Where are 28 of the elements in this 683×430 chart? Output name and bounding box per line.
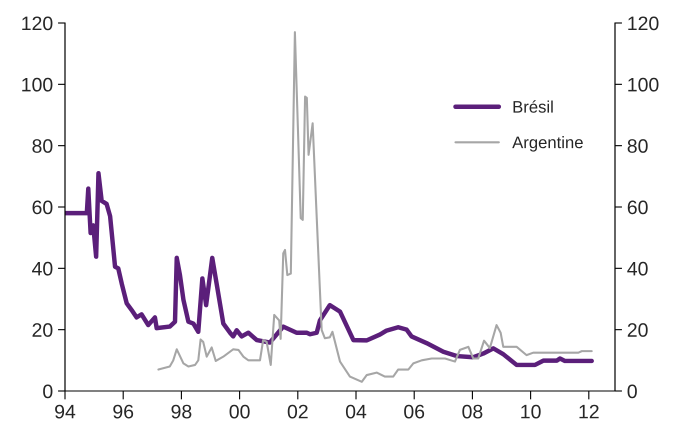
y2-tick-label: 20 — [628, 323, 648, 337]
y-tick-label: 40 — [32, 262, 52, 276]
x-tick-label: 12 — [579, 404, 599, 418]
x-tick-label: 96 — [113, 404, 134, 418]
x-tick-label: 98 — [172, 404, 192, 418]
x-tick-label: 08 — [462, 404, 482, 418]
x-tick-label: 06 — [404, 404, 424, 418]
y2-tick-label: 60 — [628, 200, 648, 214]
y2-tick-label: 80 — [628, 139, 648, 153]
legend-label: Argentine — [512, 136, 583, 152]
y-tick-label: 80 — [32, 139, 52, 153]
x-tick-label: 04 — [346, 404, 366, 418]
x-tick-label: 00 — [230, 404, 250, 418]
y-tick-label: 60 — [32, 200, 52, 214]
y2-tick-label: 0 — [628, 384, 637, 398]
y-tick-label: 100 — [22, 78, 52, 92]
y-tick-label: 20 — [32, 323, 52, 337]
legend-label: Brésil — [514, 100, 553, 113]
x-tick-label: 02 — [288, 404, 308, 418]
y2-tick-label: 100 — [628, 78, 658, 92]
x-tick-label: 94 — [55, 404, 76, 418]
y-tick-label: 120 — [22, 16, 52, 30]
line-series — [157, 31, 593, 383]
y2-tick-label: 40 — [627, 262, 648, 276]
x-tick-label: 10 — [521, 404, 541, 418]
y2-tick-label: 120 — [628, 16, 658, 30]
line-series — [65, 171, 594, 368]
y-tick-label: 0 — [43, 384, 52, 398]
